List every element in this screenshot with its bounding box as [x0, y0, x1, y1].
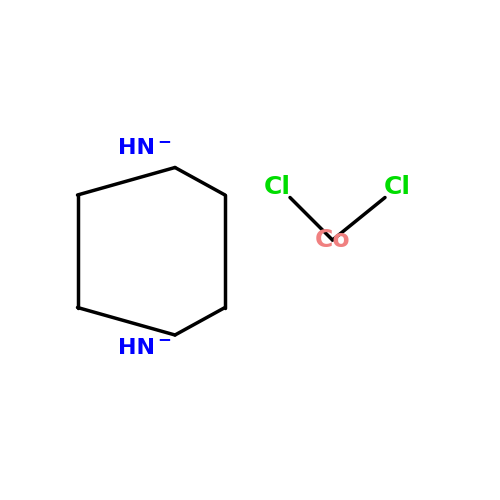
- Text: HN: HN: [118, 138, 155, 158]
- Text: Cl: Cl: [384, 176, 411, 200]
- Text: Co: Co: [314, 228, 350, 252]
- Text: HN: HN: [118, 338, 155, 357]
- Text: −: −: [158, 330, 172, 348]
- Text: −: −: [158, 132, 172, 150]
- Text: Cl: Cl: [264, 176, 291, 200]
